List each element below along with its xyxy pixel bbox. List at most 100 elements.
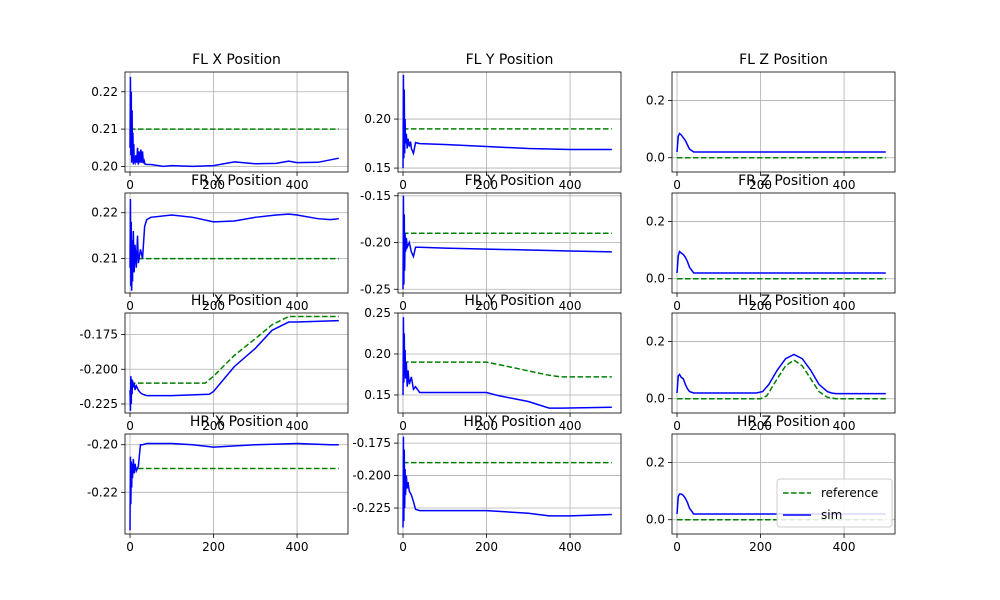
legend-label-sim: sim	[821, 508, 842, 522]
x-tick-label: 400	[833, 540, 856, 554]
y-tick-label: -0.225	[79, 397, 118, 411]
sim-series-line	[129, 76, 339, 168]
y-tick-label: 0.0	[646, 513, 665, 527]
x-tick-label: 0	[673, 419, 681, 433]
y-tick-label: 0.20	[364, 347, 391, 361]
x-tick-label: 400	[559, 178, 582, 192]
axes-frame	[124, 71, 349, 173]
x-tick-label: 0	[399, 299, 407, 313]
reference-series-line	[130, 315, 339, 384]
x-tick-label: 0	[399, 540, 407, 554]
x-tick-label: 200	[749, 299, 772, 313]
x-tick-label: 200	[202, 540, 225, 554]
y-tick-label: 0.22	[91, 85, 118, 99]
sim-series-line	[402, 317, 612, 409]
subplot-7: 0 200 400 0.15 0.20 0.25 HL Y Position	[364, 293, 622, 433]
y-tick-label: 0.20	[91, 159, 118, 173]
x-tick-label: 200	[475, 178, 498, 192]
x-tick-label: 400	[559, 419, 582, 433]
y-tick-label: 0.2	[646, 215, 665, 229]
x-tick-label: 400	[286, 419, 309, 433]
x-tick-label: 0	[126, 178, 134, 192]
y-tick-label: -0.200	[79, 362, 118, 376]
sim-series-line	[676, 353, 886, 395]
sim-series-line	[402, 195, 612, 290]
subplot-title: HR Z Position	[737, 414, 830, 430]
axes-frame	[671, 433, 896, 535]
y-tick-label: 0.2	[646, 335, 665, 349]
x-tick-label: 200	[749, 540, 772, 554]
subplot-title: HL Y Position	[464, 293, 554, 309]
x-tick-label: 400	[833, 178, 856, 192]
y-tick-label: 0.22	[91, 206, 118, 220]
x-tick-label: 200	[475, 419, 498, 433]
axes-frame	[124, 433, 349, 535]
sim-series-line	[129, 442, 339, 531]
sim-series-line	[402, 436, 612, 528]
x-tick-label: 200	[749, 419, 772, 433]
y-tick-label: 0.0	[646, 392, 665, 406]
subplot-title: HR X Position	[190, 414, 283, 430]
x-tick-label: 0	[399, 419, 407, 433]
subplot-1: 0 200 400 0.15 0.20 FL Y Position	[364, 52, 622, 192]
x-tick-label: 400	[833, 419, 856, 433]
subplot-title: FR Z Position	[738, 173, 829, 189]
x-tick-label: 400	[833, 299, 856, 313]
x-tick-label: 400	[559, 299, 582, 313]
y-tick-label: -0.20	[360, 236, 391, 250]
reference-series-line	[403, 361, 612, 378]
x-tick-label: 400	[286, 178, 309, 192]
subplot-title: FL Z Position	[739, 52, 828, 68]
y-tick-label: 0.2	[646, 456, 665, 470]
x-tick-label: 400	[286, 540, 309, 554]
subplot-title: FL Y Position	[466, 52, 554, 68]
y-tick-label: -0.22	[87, 485, 118, 499]
subplot-3: 0 200 400 0.21 0.22 FR X Position	[91, 173, 349, 313]
subplot-9: 0 200 400 -0.20 -0.22 HR X Position	[87, 414, 349, 554]
axes-frame	[397, 192, 622, 294]
y-tick-label: -0.175	[352, 436, 391, 450]
subplot-4: 0 200 400 -0.15 -0.20 -0.25 FR Y Position	[360, 173, 622, 313]
reference-series-line	[677, 359, 886, 400]
y-tick-label: -0.175	[79, 328, 118, 342]
axes-frame	[124, 312, 349, 414]
subplot-8: 0 200 400 0.0 0.2 HL Z Position	[646, 293, 896, 433]
x-tick-label: 200	[202, 299, 225, 313]
y-tick-label: 0.25	[364, 306, 391, 320]
subplot-5: 0 200 400 0.0 0.2 FR Z Position	[646, 173, 896, 313]
y-tick-label: 0.15	[364, 388, 391, 402]
y-tick-label: -0.25	[360, 282, 391, 296]
axes-frame	[397, 433, 622, 535]
x-tick-label: 200	[202, 419, 225, 433]
subplot-10: 0 200 400 -0.175 -0.200 -0.225 HR Y Position	[352, 414, 622, 554]
legend: reference sim	[776, 478, 893, 528]
subplot-title: HL Z Position	[738, 293, 829, 309]
x-tick-label: 0	[673, 178, 681, 192]
x-tick-label: 200	[475, 299, 498, 313]
axes-frame	[671, 312, 896, 414]
y-tick-label: -0.15	[360, 189, 391, 203]
subplot-2: 0 200 400 0.0 0.2 FL Z Position	[646, 52, 896, 192]
x-tick-label: 0	[399, 178, 407, 192]
axes-frame	[397, 312, 622, 414]
y-tick-label: 0.0	[646, 272, 665, 286]
subplot-title: HR Y Position	[463, 414, 555, 430]
sim-series-line	[129, 319, 339, 411]
y-tick-label: 0.21	[91, 122, 118, 136]
subplot-0: 0 200 400 0.20 0.21 0.22 FL X Position	[91, 52, 349, 192]
y-tick-label: -0.20	[87, 438, 118, 452]
subplot-6: 0 200 400 -0.175 -0.200 -0.225 HL X Position	[79, 293, 349, 433]
subplot-title: FL X Position	[192, 52, 281, 68]
x-tick-label: 400	[286, 299, 309, 313]
y-tick-label: -0.200	[352, 469, 391, 483]
subplot-title: FR X Position	[191, 173, 282, 189]
x-tick-label: 0	[673, 299, 681, 313]
axes-frame	[671, 71, 896, 173]
subplot-title: FR Y Position	[465, 173, 555, 189]
axes-frame	[671, 192, 896, 294]
sim-series-line	[402, 74, 612, 169]
y-tick-label: 0.15	[364, 161, 391, 175]
x-tick-label: 0	[126, 299, 134, 313]
y-tick-label: 0.2	[646, 94, 665, 108]
